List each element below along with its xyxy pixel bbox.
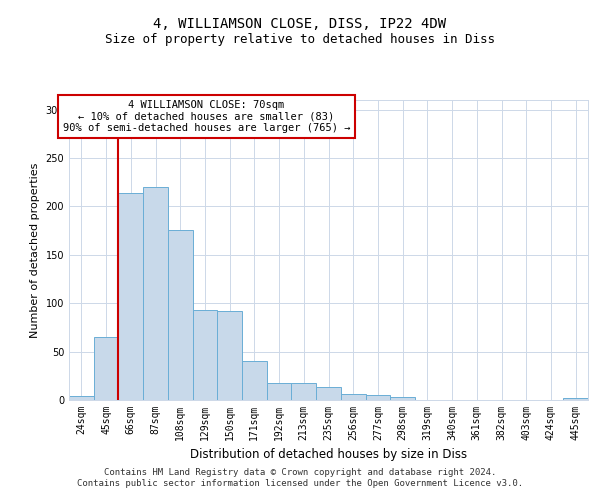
- Bar: [193, 310, 217, 400]
- Text: Size of property relative to detached houses in Diss: Size of property relative to detached ho…: [105, 32, 495, 46]
- Text: 4, WILLIAMSON CLOSE, DISS, IP22 4DW: 4, WILLIAMSON CLOSE, DISS, IP22 4DW: [154, 18, 446, 32]
- Y-axis label: Number of detached properties: Number of detached properties: [30, 162, 40, 338]
- Bar: [267, 382, 292, 400]
- Bar: [94, 337, 118, 400]
- Bar: [217, 311, 242, 400]
- Text: 4 WILLIAMSON CLOSE: 70sqm
← 10% of detached houses are smaller (83)
90% of semi-: 4 WILLIAMSON CLOSE: 70sqm ← 10% of detac…: [63, 100, 350, 133]
- Bar: [168, 230, 193, 400]
- Bar: [118, 193, 143, 400]
- Bar: [143, 187, 168, 400]
- Text: Contains HM Land Registry data © Crown copyright and database right 2024.
Contai: Contains HM Land Registry data © Crown c…: [77, 468, 523, 487]
- Bar: [341, 394, 365, 400]
- Bar: [292, 382, 316, 400]
- Bar: [563, 398, 588, 400]
- Bar: [365, 395, 390, 400]
- Bar: [69, 396, 94, 400]
- X-axis label: Distribution of detached houses by size in Diss: Distribution of detached houses by size …: [190, 448, 467, 462]
- Bar: [390, 397, 415, 400]
- Bar: [316, 388, 341, 400]
- Bar: [242, 362, 267, 400]
